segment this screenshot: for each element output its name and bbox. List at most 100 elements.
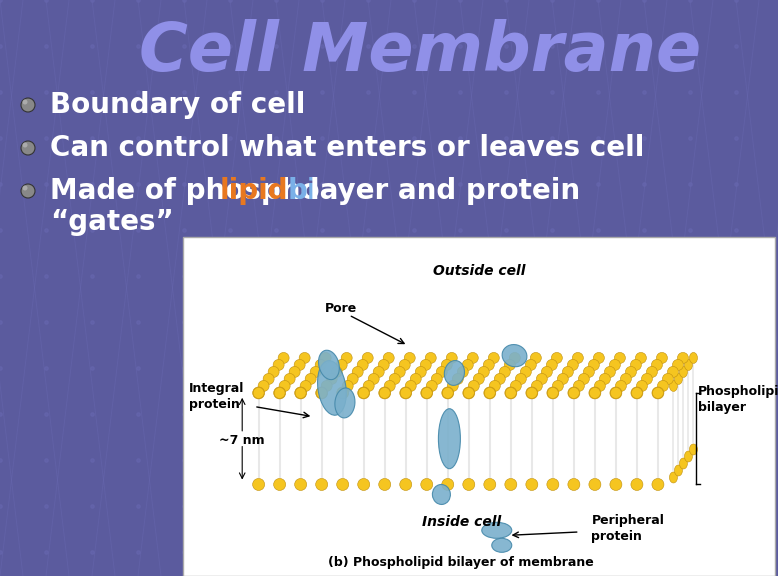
Ellipse shape — [405, 353, 415, 363]
Ellipse shape — [679, 458, 688, 469]
Text: Made of phospho: Made of phospho — [50, 177, 320, 205]
Ellipse shape — [442, 479, 454, 491]
Ellipse shape — [316, 388, 328, 399]
Ellipse shape — [310, 366, 321, 377]
Ellipse shape — [268, 366, 279, 377]
Ellipse shape — [662, 373, 674, 384]
Ellipse shape — [548, 388, 559, 399]
Ellipse shape — [669, 380, 678, 392]
Text: “gates”: “gates” — [50, 208, 173, 236]
Text: Can control what enters or leaves cell: Can control what enters or leaves cell — [50, 134, 644, 162]
Ellipse shape — [258, 380, 269, 392]
Ellipse shape — [295, 388, 307, 399]
Ellipse shape — [337, 479, 349, 491]
Ellipse shape — [347, 373, 358, 384]
Ellipse shape — [520, 366, 531, 377]
Ellipse shape — [552, 380, 563, 392]
Ellipse shape — [610, 479, 622, 491]
Ellipse shape — [526, 387, 538, 399]
Ellipse shape — [679, 366, 688, 377]
Ellipse shape — [689, 444, 697, 455]
Ellipse shape — [452, 373, 463, 384]
Ellipse shape — [274, 387, 286, 399]
Ellipse shape — [410, 373, 421, 384]
Text: lipid: lipid — [219, 177, 288, 205]
Ellipse shape — [468, 353, 478, 363]
Ellipse shape — [274, 388, 286, 399]
Ellipse shape — [594, 353, 605, 363]
Ellipse shape — [23, 100, 27, 104]
Ellipse shape — [421, 479, 433, 491]
Text: Phospholipid
bilayer: Phospholipid bilayer — [698, 385, 778, 414]
Ellipse shape — [569, 388, 580, 399]
Ellipse shape — [378, 359, 389, 370]
Ellipse shape — [358, 479, 370, 491]
Ellipse shape — [21, 141, 35, 155]
Ellipse shape — [321, 353, 331, 363]
Ellipse shape — [590, 388, 601, 399]
Ellipse shape — [589, 479, 601, 491]
Ellipse shape — [615, 380, 626, 392]
Ellipse shape — [23, 142, 27, 147]
Ellipse shape — [657, 380, 668, 392]
Ellipse shape — [502, 344, 527, 367]
Ellipse shape — [318, 350, 339, 380]
Ellipse shape — [631, 387, 643, 399]
Ellipse shape — [515, 373, 527, 384]
Ellipse shape — [384, 380, 395, 392]
Ellipse shape — [326, 373, 337, 384]
Ellipse shape — [675, 465, 682, 476]
Ellipse shape — [358, 388, 370, 399]
Ellipse shape — [636, 380, 647, 392]
Ellipse shape — [368, 373, 379, 384]
Ellipse shape — [23, 185, 27, 191]
Ellipse shape — [321, 380, 332, 392]
Ellipse shape — [442, 388, 454, 399]
Ellipse shape — [541, 366, 552, 377]
Ellipse shape — [573, 353, 584, 363]
Ellipse shape — [335, 388, 355, 418]
Ellipse shape — [669, 472, 678, 483]
Ellipse shape — [462, 359, 473, 370]
Ellipse shape — [300, 380, 311, 392]
Ellipse shape — [478, 366, 489, 377]
Ellipse shape — [689, 353, 697, 363]
Ellipse shape — [531, 353, 541, 363]
Ellipse shape — [620, 373, 632, 384]
Ellipse shape — [484, 479, 496, 491]
Ellipse shape — [442, 387, 454, 399]
Text: bi: bi — [287, 177, 317, 205]
Ellipse shape — [468, 380, 479, 392]
Ellipse shape — [610, 387, 622, 399]
Ellipse shape — [426, 380, 437, 392]
Ellipse shape — [316, 387, 328, 399]
Ellipse shape — [657, 353, 668, 363]
Text: Cell Membrane: Cell Membrane — [139, 19, 701, 85]
Ellipse shape — [484, 388, 496, 399]
Ellipse shape — [438, 409, 461, 469]
Ellipse shape — [652, 387, 664, 399]
Ellipse shape — [274, 479, 286, 491]
Ellipse shape — [626, 366, 636, 377]
Ellipse shape — [568, 387, 580, 399]
Ellipse shape — [631, 479, 643, 491]
Ellipse shape — [546, 359, 557, 370]
Ellipse shape — [489, 353, 499, 363]
Ellipse shape — [363, 380, 374, 392]
Ellipse shape — [463, 479, 475, 491]
Ellipse shape — [492, 539, 512, 552]
Ellipse shape — [284, 373, 295, 384]
Ellipse shape — [505, 387, 517, 399]
Ellipse shape — [295, 387, 307, 399]
Ellipse shape — [358, 387, 370, 399]
Ellipse shape — [641, 373, 653, 384]
Ellipse shape — [431, 373, 442, 384]
Text: Boundary of cell: Boundary of cell — [50, 91, 306, 119]
Ellipse shape — [463, 388, 475, 399]
Ellipse shape — [510, 380, 521, 392]
Ellipse shape — [253, 479, 265, 491]
Ellipse shape — [373, 366, 384, 377]
Ellipse shape — [562, 366, 573, 377]
Ellipse shape — [337, 387, 349, 399]
Ellipse shape — [584, 366, 594, 377]
